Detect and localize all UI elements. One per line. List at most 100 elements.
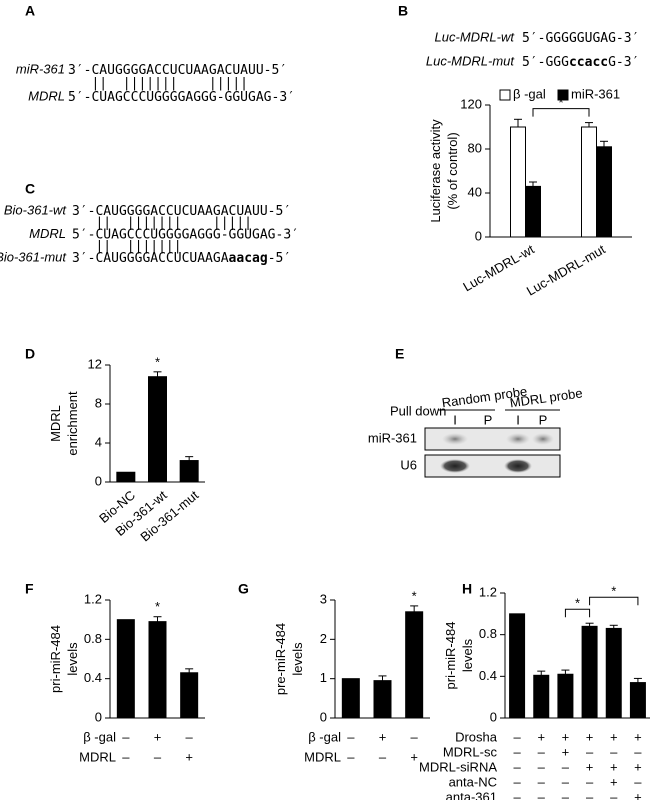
condition-sign: –: [347, 749, 355, 764]
condition-sign: –: [513, 774, 521, 789]
condition-name: anta-361: [446, 789, 497, 800]
base-pairs: || ||||||| |||||: [68, 76, 272, 91]
y-tick-label: 0: [475, 228, 482, 243]
lane-label: I: [453, 412, 457, 427]
condition-sign: –: [513, 744, 521, 759]
sequence-part: 5′-CUAGCCCUGGGGAGGG-GGUGAG-3′: [68, 90, 295, 105]
y-tick-label: 0: [320, 709, 327, 724]
condition-sign: +: [379, 729, 387, 744]
pull-down-label: Pull down: [390, 403, 446, 418]
lane-label: P: [484, 412, 493, 427]
panel-label: A: [25, 3, 35, 19]
bar: [557, 673, 574, 719]
panel-label: F: [25, 581, 34, 597]
significance-star: *: [558, 95, 563, 110]
y-axis-label: pri-miR-484: [443, 622, 458, 690]
bar: [581, 625, 598, 719]
significance-star: *: [412, 588, 417, 603]
condition-sign: –: [586, 774, 594, 789]
bar: [596, 146, 612, 238]
legend-swatch: [557, 89, 569, 101]
sequence-part: 5′-CUAGCCCUGGGGAGGG-GGUGAG-3′: [72, 227, 299, 242]
sequence-part: 3′-CAUGGGGACCUCUAAGA: [72, 251, 229, 266]
legend-label: β -gal: [513, 86, 546, 101]
sequence-part: aacag: [229, 251, 268, 266]
bar: [116, 471, 136, 483]
bar: [341, 678, 360, 719]
y-tick-label: 0.8: [479, 626, 497, 641]
bar: [509, 613, 526, 719]
bar: [605, 627, 622, 719]
y-tick-label: 0.4: [84, 670, 102, 685]
condition-sign: +: [586, 759, 594, 774]
condition-sign: –: [562, 774, 570, 789]
gel-band: [532, 433, 554, 445]
y-tick-label: 0: [95, 473, 102, 488]
condition-sign: –: [513, 729, 521, 744]
bar: [533, 674, 550, 719]
bar: [525, 185, 541, 238]
y-axis-label: Luciferase activity: [428, 119, 443, 223]
row-label: miR-361: [368, 430, 417, 445]
y-tick-label: 1.2: [479, 584, 497, 599]
sequence-part: -5′: [268, 251, 291, 266]
condition-sign: +: [610, 759, 618, 774]
bar: [180, 672, 199, 719]
sequence: 5′-GGGGGUGAG-3′: [522, 31, 639, 46]
sequence-name: Luc-MDRL-mut: [426, 53, 516, 68]
condition-name: anta-NC: [449, 774, 497, 789]
bar: [629, 682, 646, 719]
bar: [510, 126, 526, 238]
condition-sign: –: [513, 789, 521, 800]
row-label: U6: [400, 457, 417, 472]
condition-sign: –: [186, 729, 194, 744]
condition-name: β -gal: [83, 729, 116, 744]
condition-sign: –: [538, 744, 546, 759]
y-tick-label: 12: [88, 356, 102, 371]
sequence: 3′-CAUGGGGACCUCUAAGACUAUU-5′: [68, 63, 287, 78]
condition-sign: –: [122, 749, 130, 764]
y-tick-label: 80: [468, 140, 482, 155]
sequence: 3′-CAUGGGGACCUCUAAGACUAUU-5′: [72, 204, 291, 219]
condition-sign: –: [562, 789, 570, 800]
bar: [148, 376, 167, 483]
condition-sign: –: [513, 759, 521, 774]
y-tick-label: 120: [460, 96, 482, 111]
sequence-name: miR-361: [16, 61, 65, 76]
bar: [373, 680, 392, 719]
y-tick-label: 0.4: [479, 668, 497, 683]
y-tick-label: 4: [95, 434, 102, 449]
gel-band: [504, 459, 532, 473]
condition-name: β -gal: [308, 729, 341, 744]
sequence-part: 3′-CAUGGGGACCUCUAAGACUAUU-5′: [68, 63, 287, 78]
condition-sign: +: [634, 759, 642, 774]
condition-sign: –: [586, 789, 594, 800]
condition-sign: –: [154, 749, 162, 764]
condition-sign: –: [538, 774, 546, 789]
y-axis-label: (% of control): [445, 132, 460, 209]
condition-sign: –: [347, 729, 355, 744]
significance-bracket: [532, 108, 590, 117]
sequence-name: MDRL: [28, 88, 65, 103]
sequence: 3′-CAUGGGGACCUCUAAGAaacag-5′: [72, 251, 291, 266]
sequence: 5′-CUAGCCCUGGGGAGGG-GGUGAG-3′: [72, 227, 299, 242]
condition-sign: –: [411, 729, 419, 744]
significance-star: *: [155, 354, 160, 369]
gel-band: [442, 433, 468, 445]
y-tick-label: 1.2: [84, 591, 102, 606]
panel-label: E: [395, 346, 404, 362]
bar: [179, 460, 199, 483]
bar: [581, 126, 597, 238]
condition-name: Drosha: [455, 729, 498, 744]
panel-label: B: [398, 3, 408, 19]
significance-star: *: [611, 584, 616, 599]
legend-swatch: [499, 89, 511, 101]
panel-label: D: [25, 346, 35, 362]
condition-name: MDRL-siRNA: [419, 759, 497, 774]
y-tick-label: 0.8: [84, 631, 102, 646]
y-tick-label: 2: [320, 631, 327, 646]
condition-sign: +: [634, 729, 642, 744]
condition-sign: –: [122, 729, 130, 744]
